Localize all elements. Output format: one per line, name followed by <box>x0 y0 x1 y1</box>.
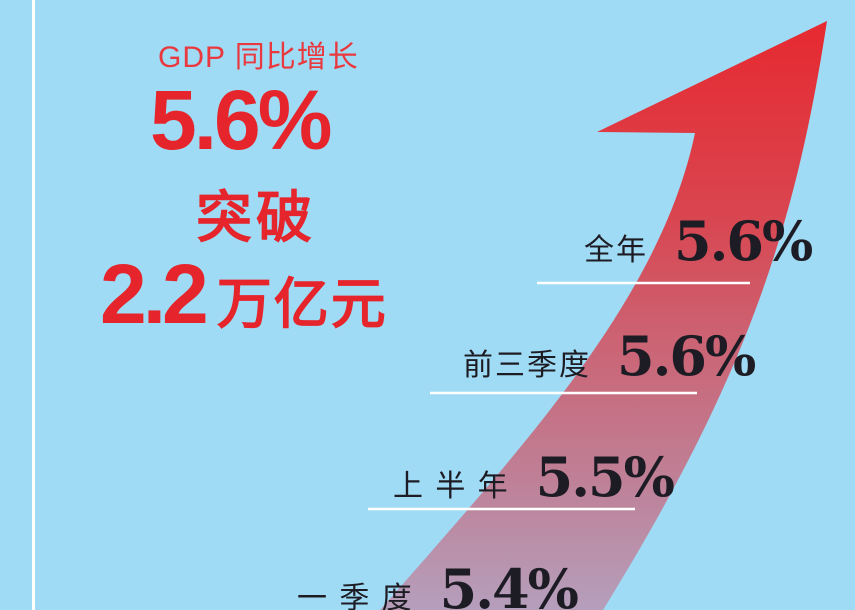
breakthrough-label: 突破 <box>196 185 316 251</box>
gdp-amount: 2.2 万亿元 <box>100 252 388 336</box>
milestone-label: 上 半 年 <box>393 470 510 503</box>
up-arrow-icon <box>380 21 827 610</box>
milestone-label: 全年 <box>584 234 648 267</box>
milestone-row-full-year: 全年 5.6% <box>584 209 813 273</box>
milestone-label: 前三季度 <box>463 349 591 382</box>
gdp-growth-kicker: GDP 同比增长 <box>158 41 359 74</box>
milestone-value: 5.6% <box>674 209 813 273</box>
gdp-amount-value: 2.2 <box>100 247 209 341</box>
milestone-value: 5.5% <box>535 445 675 509</box>
gdp-amount-unit: 万亿元 <box>216 271 388 336</box>
milestone-value: 5.6% <box>617 324 756 388</box>
gdp-growth-value: 5.6% <box>150 73 332 167</box>
milestone-row-first-half: 上 半 年 5.5% <box>393 445 675 509</box>
milestone-value: 5.4% <box>439 557 579 610</box>
milestone-row-first-quarter: 一 季 度 5.4% <box>297 557 579 610</box>
milestone-row-first-three-quarters: 前三季度 5.6% <box>463 324 756 388</box>
left-margin-rule <box>32 0 35 610</box>
milestone-label: 一 季 度 <box>297 582 414 610</box>
